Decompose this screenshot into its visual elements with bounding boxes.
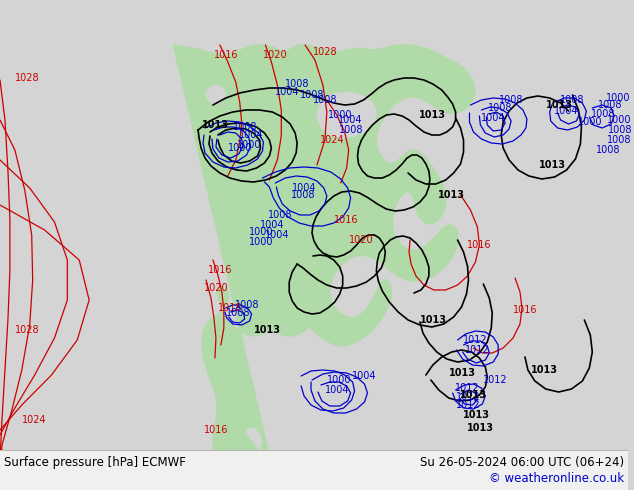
Text: 1004: 1004 (275, 87, 299, 97)
Text: 1012: 1012 (465, 345, 489, 355)
Text: 1000: 1000 (249, 237, 274, 247)
Text: 1000: 1000 (606, 93, 630, 103)
Text: 1016: 1016 (513, 305, 537, 315)
Text: 1013: 1013 (546, 100, 573, 110)
Text: 1013: 1013 (438, 190, 465, 200)
Text: 1008: 1008 (596, 145, 621, 155)
Text: 1004: 1004 (292, 183, 316, 193)
Text: 1008: 1008 (226, 308, 250, 318)
Text: 1008: 1008 (291, 190, 315, 200)
Text: 1028: 1028 (15, 325, 40, 335)
Text: 1013: 1013 (254, 325, 281, 335)
Text: 1016: 1016 (214, 50, 238, 60)
Text: 1024: 1024 (320, 135, 344, 145)
Text: 1016: 1016 (204, 425, 228, 435)
Text: 1012: 1012 (463, 335, 488, 345)
Text: 1012: 1012 (483, 375, 508, 385)
Text: 1008: 1008 (598, 100, 623, 110)
Text: 1008: 1008 (607, 135, 631, 145)
Text: 1008: 1008 (488, 103, 512, 113)
Text: 1000: 1000 (237, 140, 262, 150)
Text: 1020: 1020 (349, 235, 374, 245)
Text: 1016: 1016 (207, 265, 232, 275)
Text: 1016: 1016 (467, 240, 491, 250)
Text: 1013: 1013 (531, 365, 559, 375)
Text: 1004: 1004 (265, 230, 290, 240)
Polygon shape (206, 85, 226, 105)
Text: 1000: 1000 (228, 143, 253, 153)
Text: 1004: 1004 (554, 106, 579, 116)
Text: 1013: 1013 (463, 410, 490, 420)
Text: © weatheronline.co.uk: © weatheronline.co.uk (489, 471, 624, 485)
Text: 1008: 1008 (235, 300, 260, 310)
Text: 1013: 1013 (419, 110, 446, 120)
Text: 1008: 1008 (608, 125, 632, 135)
Text: 1008: 1008 (300, 90, 324, 100)
Text: 1004: 1004 (481, 113, 505, 123)
Text: 1016: 1016 (334, 215, 359, 225)
Text: 1004: 1004 (353, 371, 377, 381)
Text: 1013: 1013 (202, 120, 230, 130)
Text: 1004: 1004 (339, 115, 363, 125)
Text: 1020: 1020 (204, 283, 228, 293)
Text: Su 26-05-2024 06:00 UTC (06+24): Su 26-05-2024 06:00 UTC (06+24) (420, 456, 624, 468)
Text: 1008: 1008 (268, 210, 292, 220)
Text: 1008: 1008 (313, 95, 337, 105)
Text: 1000: 1000 (578, 117, 602, 127)
Text: 1008: 1008 (591, 109, 616, 119)
Text: 1008: 1008 (339, 125, 364, 135)
Text: 1028: 1028 (313, 47, 337, 57)
Text: 1013: 1013 (449, 368, 476, 378)
Text: 1000: 1000 (328, 110, 352, 120)
Text: 1008: 1008 (560, 95, 585, 105)
Text: 1024: 1024 (22, 415, 47, 425)
Text: Surface pressure [hPa] ECMWF: Surface pressure [hPa] ECMWF (4, 456, 186, 468)
Polygon shape (317, 92, 377, 138)
Text: 1004: 1004 (260, 220, 285, 230)
Text: 1000: 1000 (607, 115, 631, 125)
Text: 1020: 1020 (36, 455, 60, 465)
Text: 1013: 1013 (420, 315, 448, 325)
Text: 1000: 1000 (249, 227, 274, 237)
Text: 1004: 1004 (325, 385, 349, 395)
Text: 1008: 1008 (499, 95, 523, 105)
Text: 1028: 1028 (15, 73, 40, 83)
Text: 1013: 1013 (539, 160, 566, 170)
Text: 1000: 1000 (327, 375, 351, 385)
Text: 1004: 1004 (239, 130, 264, 140)
Text: 1020: 1020 (263, 50, 288, 60)
Text: 1008: 1008 (233, 122, 258, 132)
Polygon shape (173, 45, 476, 490)
Text: 1013: 1013 (467, 423, 494, 433)
Text: 1018: 1018 (217, 303, 242, 313)
Bar (0, 450, 628, 490)
Text: 1013: 1013 (460, 390, 487, 400)
Text: 1012: 1012 (456, 392, 481, 402)
Text: 1012: 1012 (455, 383, 480, 393)
Text: 1012: 1012 (456, 400, 481, 410)
Text: 1008: 1008 (285, 79, 309, 89)
